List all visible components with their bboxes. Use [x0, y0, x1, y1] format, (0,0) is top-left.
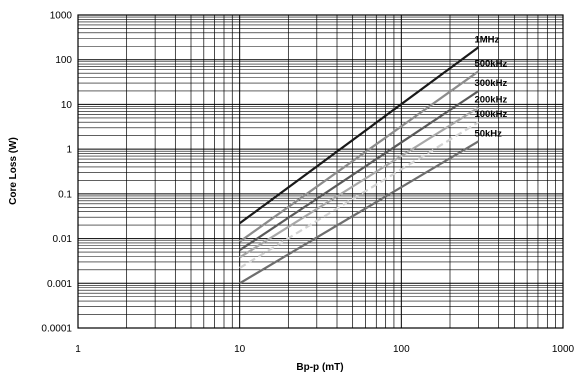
- x-tick-label: 10: [234, 344, 246, 355]
- y-axis-label: Core Loss (W): [8, 137, 19, 205]
- plot-background: [78, 15, 563, 328]
- series-lines: [239, 46, 480, 285]
- series-line-500khz: [239, 70, 480, 243]
- series-line-100khz: [239, 121, 480, 269]
- y-tick-label: 0.01: [53, 234, 73, 245]
- y-tick-label: 0.1: [58, 189, 72, 200]
- x-tick-label: 1: [75, 344, 81, 355]
- series-label-300khz: 300kHz: [474, 78, 507, 89]
- y-tick-label: 1: [66, 145, 72, 156]
- series-line-1mhz: [239, 46, 480, 225]
- y-tick-label: 10: [61, 100, 73, 111]
- series-line-200khz: [239, 106, 480, 259]
- y-tick-label: 0.001: [47, 279, 72, 290]
- y-tick-label: 1000: [50, 11, 73, 22]
- series-line-300khz: [239, 90, 480, 252]
- series-label-200khz: 200kHz: [474, 95, 507, 106]
- x-axis-label: Bp-p (mT): [296, 362, 343, 373]
- x-tick-labels: 1 10 100 1000: [75, 344, 574, 355]
- y-tick-label: 0.0001: [41, 324, 72, 335]
- grid: [78, 15, 563, 328]
- series-line-50khz: [239, 140, 480, 285]
- y-tick-labels: 0.0001 0.001 0.01 0.1 1 10 100 1000: [41, 11, 72, 335]
- series-label-1mhz: 1MHz: [474, 34, 499, 45]
- x-tick-label: 1000: [552, 344, 575, 355]
- series-label-500khz: 500kHz: [474, 58, 507, 69]
- x-tick-label: 100: [393, 344, 410, 355]
- plot-frame: [77, 14, 564, 329]
- y-tick-label: 100: [55, 55, 72, 66]
- series-label-100khz: 100kHz: [474, 109, 507, 120]
- series-labels: 1MHz 500kHz 300kHz 200kHz 100kHz 50kHz: [474, 34, 507, 139]
- series-label-50khz: 50kHz: [474, 128, 502, 139]
